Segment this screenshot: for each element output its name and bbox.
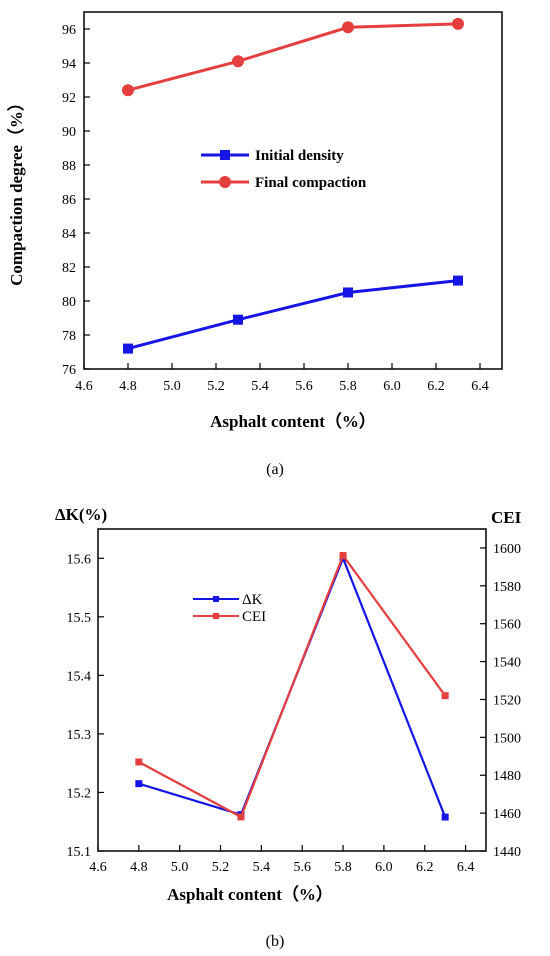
x-tick-label: 5.4 xyxy=(253,860,271,875)
panel-a-x-axis-title: Asphalt content（%） xyxy=(210,411,376,431)
x-tick-label: 5.4 xyxy=(251,379,269,394)
panel-a-y-ticks: 76 78 80 82 84 86 88 90 92 94 96 xyxy=(62,23,90,378)
delta-k-point xyxy=(441,813,449,821)
right-y-tick-label: 1460 xyxy=(493,807,521,822)
x-tick-label: 6.0 xyxy=(383,379,401,394)
final-compaction-point xyxy=(452,17,464,30)
panel-a-series xyxy=(122,17,464,354)
legend-cei-marker xyxy=(213,613,219,619)
x-tick-label: 5.6 xyxy=(295,379,313,394)
x-tick-label: 4.8 xyxy=(130,860,148,875)
x-tick-label: 5.8 xyxy=(339,379,357,394)
x-tick-label: 5.0 xyxy=(171,860,189,875)
panel-b-chart: 4.6 4.8 5.0 5.2 5.4 5.6 5.8 6.0 6.2 6.4 15.115.21… xyxy=(55,505,522,950)
initial-density-point xyxy=(233,314,243,325)
right-y-tick-label: 1540 xyxy=(493,656,521,671)
x-tick-label: 5.8 xyxy=(334,860,352,875)
initial-density-point xyxy=(343,287,353,298)
initial-density-point xyxy=(453,275,463,286)
panel-b-x-axis-title: Asphalt content（%） xyxy=(167,884,333,904)
final-compaction-point xyxy=(232,55,244,68)
left-y-tick-label: 15.3 xyxy=(67,728,92,743)
x-tick-label: 5.0 xyxy=(163,379,181,394)
legend-cei-label: CEI xyxy=(242,609,266,625)
final-compaction-point xyxy=(122,84,134,97)
y-tick-label: 82 xyxy=(62,261,76,276)
cei-point xyxy=(339,552,347,560)
right-y-tick-label: 1500 xyxy=(493,731,521,746)
right-y-tick-label: 1440 xyxy=(493,845,521,860)
legend-final-compaction-marker xyxy=(219,176,231,188)
right-y-tick-label: 1600 xyxy=(493,542,521,557)
cei-point xyxy=(237,813,245,821)
panel-a-y-axis-title: Compaction degree（%） xyxy=(6,94,26,286)
panel-a-plot-frame xyxy=(83,11,503,370)
y-tick-label: 96 xyxy=(62,23,76,38)
delta-k-point xyxy=(135,780,143,788)
legend-final-compaction-label: Final compaction xyxy=(255,175,367,191)
right-y-tick-label: 1480 xyxy=(493,769,521,784)
panel-b-plot-frame xyxy=(97,528,487,852)
right-y-tick-label: 1560 xyxy=(493,618,521,633)
legend-delta-k-label: ΔK xyxy=(242,592,263,608)
x-tick-label: 6.4 xyxy=(457,860,475,875)
x-tick-label: 4.6 xyxy=(89,860,107,875)
y-tick-label: 88 xyxy=(62,159,76,174)
x-tick-label: 5.6 xyxy=(293,860,311,875)
x-tick-label: 4.8 xyxy=(119,379,137,394)
panel-a-x-ticks: 4.6 4.8 5.0 5.2 5.4 5.6 5.8 6.0 6.2 6.4 xyxy=(75,363,489,394)
left-y-tick-label: 15.1 xyxy=(67,845,92,860)
right-y-tick-label: 1580 xyxy=(493,580,521,595)
right-y-tick-label: 1520 xyxy=(493,693,521,708)
final-compaction-point xyxy=(342,21,354,34)
x-tick-label: 6.4 xyxy=(471,379,489,394)
initial-density-line xyxy=(127,279,459,351)
y-tick-label: 92 xyxy=(62,91,76,106)
y-tick-label: 90 xyxy=(62,125,76,140)
panel-a-chart: 4.6 4.8 5.0 5.2 5.4 5.6 5.8 6.0 6.2 6.4 76 78 80 82 8… xyxy=(6,11,503,478)
cei-line xyxy=(138,553,447,819)
y-tick-label: 86 xyxy=(62,193,76,208)
legend-delta-k-marker xyxy=(213,596,219,602)
x-tick-label: 6.2 xyxy=(427,379,445,394)
y-tick-label: 76 xyxy=(62,363,76,378)
final-compaction-line xyxy=(127,22,459,92)
x-tick-label: 5.2 xyxy=(212,860,230,875)
panel-b-series xyxy=(135,552,449,821)
y-tick-label: 78 xyxy=(62,329,76,344)
panel-a-caption: (a) xyxy=(266,461,284,478)
x-tick-label: 6.2 xyxy=(416,860,434,875)
panel-b-left-y-ticks: 15.1 15.2 15.3 15.4 15.5 15.6 xyxy=(67,552,104,860)
x-tick-label: 4.6 xyxy=(75,379,93,394)
panel-b-left-y-axis-title: ΔK(%) xyxy=(55,505,107,524)
panel-b-caption: (b) xyxy=(266,933,285,950)
left-y-tick-label: 15.2 xyxy=(67,786,92,801)
panel-a-legend: Initial density Final compaction xyxy=(201,148,367,191)
panel-b-x-ticks: 4.6 4.8 5.0 5.2 5.4 5.6 5.8 6.0 6.2 6.4 xyxy=(89,845,474,875)
y-tick-label: 84 xyxy=(62,227,76,242)
left-y-tick-label: 15.4 xyxy=(67,669,92,684)
y-tick-label: 94 xyxy=(62,57,76,72)
left-y-tick-label: 15.5 xyxy=(67,611,92,626)
legend-initial-density-label: Initial density xyxy=(255,148,344,164)
x-tick-label: 5.2 xyxy=(207,379,225,394)
x-tick-label: 6.0 xyxy=(375,860,393,875)
cei-point xyxy=(135,758,143,766)
left-y-tick-label: 15.6 xyxy=(67,552,92,567)
panel-b-right-y-ticks: 1440 1460 1480 1500 1520 1540 1560 1580 1600 xyxy=(480,542,521,860)
legend-initial-density-marker xyxy=(220,150,230,160)
initial-density-point xyxy=(123,343,133,354)
cei-point xyxy=(441,692,449,700)
y-tick-label: 80 xyxy=(62,295,76,310)
panel-b-right-y-axis-title: CEI xyxy=(491,508,522,527)
panel-b-legend: ΔK CEI xyxy=(193,592,266,625)
